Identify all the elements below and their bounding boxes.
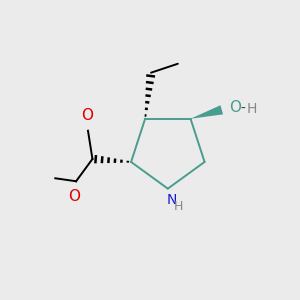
Polygon shape xyxy=(190,105,223,119)
Text: H: H xyxy=(246,102,257,116)
Text: O: O xyxy=(69,189,81,204)
Text: O: O xyxy=(229,100,241,115)
Text: -: - xyxy=(240,102,245,116)
Text: N: N xyxy=(167,193,178,207)
Text: O: O xyxy=(81,108,93,123)
Text: H: H xyxy=(173,200,183,213)
